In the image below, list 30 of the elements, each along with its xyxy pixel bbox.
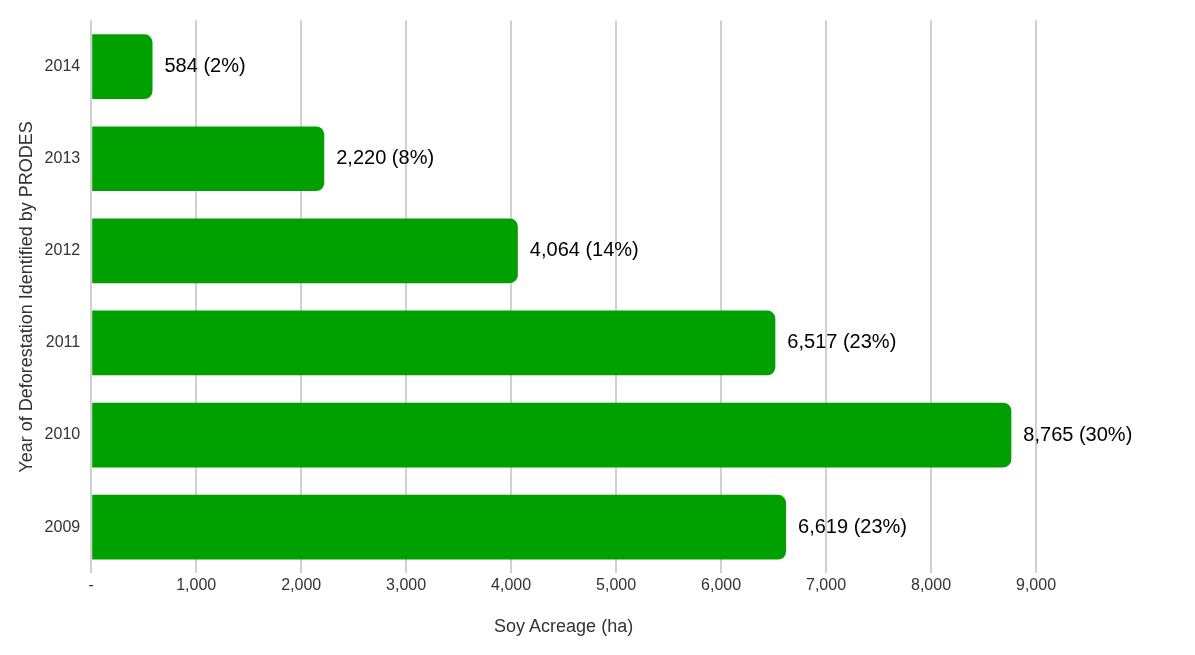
data-label: 6,517 (23%) — [787, 330, 897, 353]
bar — [92, 34, 153, 99]
x-tick-label: 4,000 — [491, 576, 532, 594]
y-tick-label: 2014 — [44, 57, 81, 75]
bar — [92, 402, 1012, 468]
data-label: 8,765 (30%) — [1023, 422, 1133, 445]
data-label: 2,220 (8%) — [336, 146, 435, 169]
x-tick-label: 1,000 — [176, 576, 217, 594]
bar — [92, 126, 325, 192]
data-label: 584 (2%) — [164, 54, 246, 77]
x-tick-label: 8,000 — [911, 576, 952, 594]
y-tick-label: 2009 — [44, 517, 81, 535]
y-tick-label: 2013 — [44, 149, 81, 167]
x-tick-label: 9,000 — [1015, 576, 1057, 594]
x-tick-label: 3,000 — [386, 576, 427, 594]
bar — [92, 310, 776, 376]
x-tick-label: 6,000 — [701, 576, 742, 594]
data-label: 6,619 (23%) — [798, 514, 908, 537]
x-tick-label: - — [88, 576, 94, 594]
y-tick-label: 2010 — [44, 425, 81, 443]
y-tick-label: 2012 — [44, 241, 81, 259]
bar — [92, 218, 518, 284]
data-label: 4,064 (14%) — [529, 238, 639, 261]
x-tick-label: 7,000 — [806, 576, 847, 594]
x-axis-title: Soy Acreage (ha) — [494, 616, 634, 637]
y-axis-title: Year of Deforestation Identified by PRODES — [15, 121, 36, 473]
x-tick-label: 2,000 — [281, 576, 322, 594]
x-tick-label: 5,000 — [596, 576, 637, 594]
y-tick-label: 2011 — [45, 333, 81, 351]
bar — [92, 494, 787, 560]
